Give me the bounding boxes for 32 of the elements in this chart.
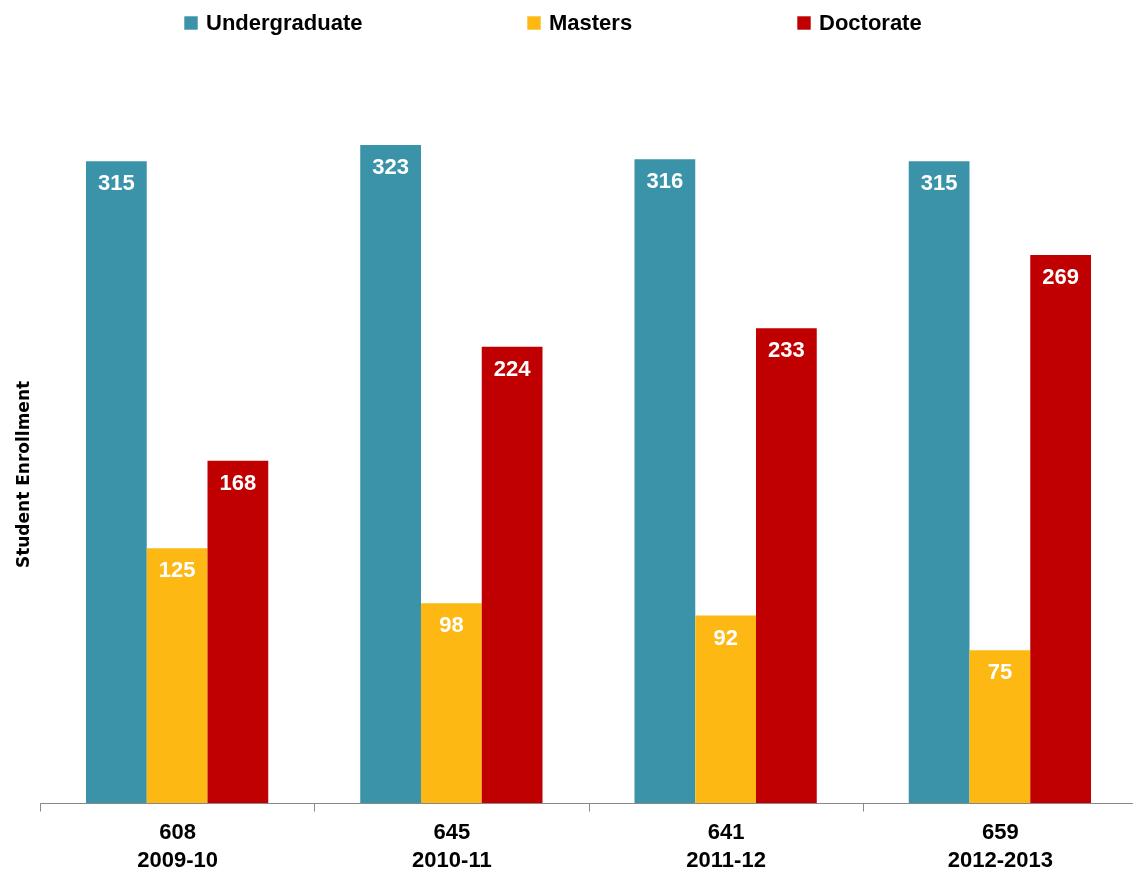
bar bbox=[146, 548, 208, 803]
legend-label: Undergraduate bbox=[206, 10, 363, 35]
bar bbox=[756, 328, 817, 803]
x-tick-label: 645 2010-11 bbox=[412, 818, 492, 872]
legend-label: Doctorate bbox=[819, 10, 922, 35]
bar bbox=[969, 650, 1031, 803]
bar bbox=[908, 161, 970, 803]
bar bbox=[207, 460, 269, 803]
data-label: 316 bbox=[646, 168, 684, 194]
bar bbox=[421, 603, 482, 803]
bar bbox=[695, 615, 756, 803]
bar bbox=[85, 161, 147, 803]
y-axis-title: Student Enrollment bbox=[12, 380, 33, 569]
data-label: 269 bbox=[1042, 264, 1079, 290]
data-label: 168 bbox=[219, 469, 257, 495]
bar bbox=[634, 159, 696, 803]
legend-label: Masters bbox=[549, 10, 633, 35]
data-label: 315 bbox=[920, 170, 958, 196]
bar bbox=[481, 346, 543, 803]
data-label: 75 bbox=[987, 659, 1013, 685]
bar bbox=[1030, 255, 1092, 803]
data-label: 92 bbox=[713, 624, 738, 650]
data-label: 224 bbox=[493, 355, 532, 381]
x-tick-label: 641 2011-12 bbox=[686, 818, 766, 872]
data-label: 315 bbox=[98, 170, 135, 196]
x-tick-label: 608 2009-10 bbox=[137, 818, 218, 872]
data-label: 125 bbox=[158, 557, 196, 583]
x-tick-label: 659 2012-2013 bbox=[947, 818, 1053, 872]
data-label: 233 bbox=[768, 337, 805, 363]
data-label: 98 bbox=[439, 612, 464, 638]
bar bbox=[360, 145, 421, 803]
data-label: 323 bbox=[372, 154, 409, 179]
